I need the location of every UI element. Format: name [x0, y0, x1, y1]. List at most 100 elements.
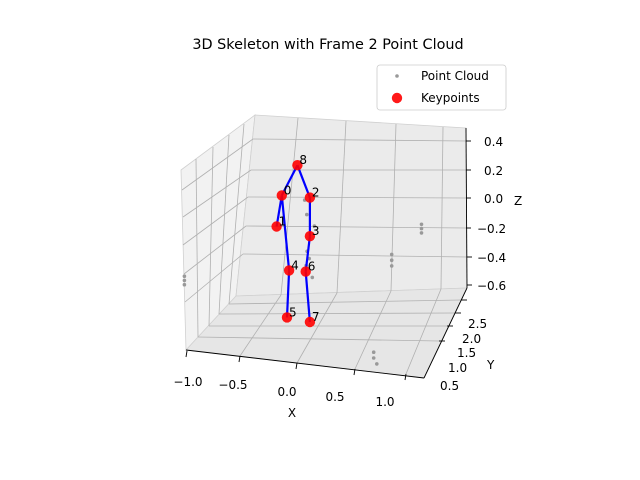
skeleton-edge: [275, 195, 283, 227]
point-cloud-point: [371, 356, 376, 360]
legend-label-point-cloud: Point Cloud: [421, 69, 489, 83]
x-tick: [295, 362, 298, 370]
keypoint-label: 2: [312, 186, 320, 200]
point-cloud-point: [419, 231, 424, 235]
keypoint-marker: [292, 160, 303, 171]
z-tick-label: −0.6: [477, 279, 506, 293]
grid-line: [218, 312, 456, 315]
keypoint-label: 5: [289, 305, 297, 319]
skeleton-edge: [280, 195, 291, 271]
point-cloud-point: [182, 278, 187, 283]
grid-line: [336, 120, 347, 294]
axes-panes: [180, 114, 468, 379]
point-cloud-point: [389, 258, 394, 263]
point-cloud-point: [371, 350, 376, 355]
legend: Point Cloud Keypoints: [376, 64, 507, 111]
grid-line: [183, 225, 247, 275]
skeleton-edges: [275, 164, 311, 323]
grid-line: [181, 138, 254, 191]
grid-line: [354, 290, 392, 370]
skeleton-edge: [304, 271, 311, 323]
x-tick: [404, 373, 407, 381]
z-tick-label: −0.4: [477, 251, 506, 265]
point-cloud-point: [310, 275, 315, 280]
grid-line: [242, 253, 468, 258]
grid-line: [440, 126, 444, 290]
z-tick-label: 0.0: [484, 192, 503, 206]
x-tick-label: 0.0: [277, 385, 296, 399]
skeleton-edge: [285, 270, 291, 318]
grid-line: [239, 294, 282, 357]
z-axis-line: [465, 127, 468, 289]
grid-line: [296, 292, 338, 364]
x-axis-label: X: [288, 406, 296, 420]
keypoint-marker: [304, 316, 316, 328]
y-tick-labels: 0.5 1.0 1.5 2.0 2.5: [440, 317, 487, 393]
keypoint-marker: [300, 266, 311, 277]
point-cloud-point: [419, 226, 424, 231]
grid-line: [405, 288, 442, 375]
grid-line: [208, 146, 214, 327]
keypoints: 0 1 2 3 4 5 6 7 8: [271, 153, 320, 328]
y-tick-label: 1.5: [457, 346, 476, 360]
x-tick: [353, 368, 356, 376]
keypoint-label: 0: [284, 183, 292, 197]
axis-ticks: [185, 140, 472, 381]
x-tick-labels: −1.0 −0.5 0.0 0.5 1.0: [173, 375, 394, 409]
keypoint-marker: [281, 312, 293, 323]
point-cloud-point: [312, 224, 317, 228]
keypoint-marker: [304, 231, 316, 242]
point-cloud: [182, 198, 424, 366]
keypoint-label: 6: [308, 260, 316, 274]
grid-line: [390, 123, 397, 292]
grid-line: [184, 253, 244, 303]
keypoint-label: 7: [312, 310, 320, 324]
grid-line: [245, 225, 467, 229]
z-tick-label: −0.2: [477, 222, 506, 236]
legend-marker-point-cloud: [395, 74, 399, 78]
x-axis-line: [185, 349, 425, 379]
keypoint-label: 8: [299, 153, 307, 167]
y-tick-label: 2.5: [468, 317, 487, 331]
chart-title: 3D Skeleton with Frame 2 Point Cloud: [192, 37, 463, 53]
legend-marker-keypoints: [391, 92, 403, 104]
y-axis-label: Y: [486, 358, 495, 372]
grid-line: [280, 117, 299, 296]
grid-line: [197, 336, 440, 342]
point-cloud-point: [389, 264, 394, 268]
axis-lines: [185, 127, 468, 379]
back-pane: [235, 114, 468, 297]
keypoint-label: 4: [291, 258, 299, 272]
keypoint-label: 1: [279, 215, 287, 229]
grid-line: [228, 299, 462, 305]
z-tick-label: 0.2: [484, 164, 503, 178]
z-tick-labels: −0.6 −0.4 −0.2 0.0 0.2 0.4: [477, 135, 506, 293]
grid-line: [195, 158, 199, 338]
x-tick-label: 1.0: [375, 395, 394, 409]
grid-line: [218, 134, 230, 315]
legend-label-keypoints: Keypoints: [421, 91, 480, 105]
x-tick: [238, 355, 241, 363]
skeleton-edge: [304, 236, 311, 272]
skeleton-edge: [280, 164, 299, 196]
point-cloud-point: [389, 252, 394, 257]
keypoint-marker: [283, 265, 295, 276]
grid-line: [252, 138, 467, 142]
z-axis-label: Z: [514, 194, 522, 208]
legend-box: [376, 64, 507, 111]
y-axis-line: [423, 287, 468, 379]
y-tick-label: 0.5: [440, 379, 459, 393]
point-cloud-point: [182, 282, 187, 287]
keypoint-marker: [271, 221, 282, 232]
keypoint-marker: [304, 192, 316, 203]
skeleton-edge: [296, 164, 311, 198]
point-cloud-point: [182, 274, 187, 279]
keypoint-label: 3: [312, 224, 320, 238]
x-tick-label: −0.5: [218, 378, 247, 392]
point-cloud-point: [305, 212, 309, 217]
grid-line: [228, 123, 245, 305]
point-cloud-point: [419, 222, 424, 227]
keypoint-marker: [276, 190, 287, 201]
x-tick-label: 0.5: [325, 390, 344, 404]
